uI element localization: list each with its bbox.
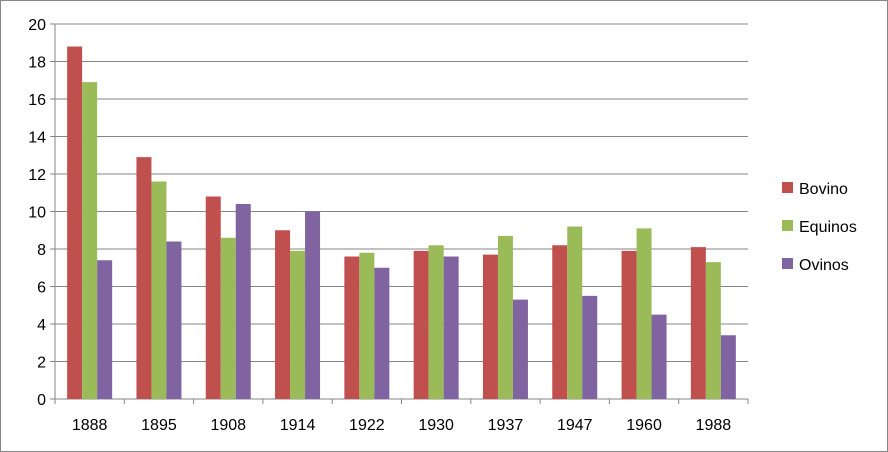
x-tick-label: 1922 xyxy=(349,417,385,434)
y-tick-label: 6 xyxy=(37,280,46,297)
x-tick-label: 1930 xyxy=(418,417,454,434)
bar-bovino-1937 xyxy=(482,254,498,399)
bar-ovinos-1988 xyxy=(720,335,736,399)
x-tick-label: 1947 xyxy=(557,417,593,434)
bar-equinos-1922 xyxy=(359,252,375,399)
y-tick-label: 8 xyxy=(37,242,46,259)
x-tick-label: 1988 xyxy=(696,417,732,434)
legend-swatch-equinos xyxy=(782,220,793,231)
x-tick-label: 1960 xyxy=(626,417,662,434)
x-tick-label: 1914 xyxy=(280,417,316,434)
y-tick-label: 16 xyxy=(28,92,46,109)
bar-ovinos-1930 xyxy=(443,256,459,399)
y-tick-label: 2 xyxy=(37,355,46,372)
legend-label-equinos: Equinos xyxy=(799,219,857,236)
y-tick-label: 14 xyxy=(28,130,46,147)
bar-ovinos-1960 xyxy=(651,314,667,399)
bar-bovino-1988 xyxy=(690,247,706,399)
bar-ovinos-1914 xyxy=(305,211,321,399)
bar-ovinos-1895 xyxy=(166,241,182,399)
legend-label-ovinos: Ovinos xyxy=(799,257,849,274)
bar-bovino-1930 xyxy=(413,250,429,399)
y-tick-label: 0 xyxy=(37,392,46,409)
x-tick-label: 1888 xyxy=(72,417,108,434)
bar-equinos-1988 xyxy=(705,262,721,399)
y-tick-label: 12 xyxy=(28,167,46,184)
bar-ovinos-1922 xyxy=(374,267,390,399)
bar-bovino-1888 xyxy=(67,46,83,399)
bar-bovino-1908 xyxy=(205,196,221,399)
x-tick-label: 1895 xyxy=(141,417,177,434)
bar-bovino-1960 xyxy=(621,250,637,399)
legend-label-bovino: Bovino xyxy=(799,181,848,198)
y-tick-label: 18 xyxy=(28,55,46,72)
y-tick-label: 20 xyxy=(28,17,46,34)
bar-equinos-1895 xyxy=(151,181,167,399)
bar-ovinos-1888 xyxy=(97,260,113,399)
bar-bovino-1914 xyxy=(275,230,291,399)
bar-equinos-1960 xyxy=(636,228,652,399)
x-tick-label: 1908 xyxy=(210,417,246,434)
bar-ovinos-1947 xyxy=(582,295,598,399)
bar-equinos-1914 xyxy=(290,250,306,399)
y-tick-label: 10 xyxy=(28,205,46,222)
bar-equinos-1937 xyxy=(497,235,513,399)
bar-ovinos-1937 xyxy=(512,299,528,399)
x-tick-label: 1937 xyxy=(488,417,524,434)
bar-bovino-1947 xyxy=(552,245,568,399)
y-tick-label: 4 xyxy=(37,317,46,334)
legend-swatch-ovinos xyxy=(782,258,793,269)
bar-bovino-1922 xyxy=(344,256,360,399)
legend-swatch-bovino xyxy=(782,182,793,193)
bar-equinos-1908 xyxy=(220,237,236,399)
bar-equinos-1888 xyxy=(82,82,98,399)
bar-bovino-1895 xyxy=(136,157,152,399)
bar-equinos-1947 xyxy=(567,226,583,399)
bar-equinos-1930 xyxy=(428,245,444,399)
bar-ovinos-1908 xyxy=(235,204,251,399)
